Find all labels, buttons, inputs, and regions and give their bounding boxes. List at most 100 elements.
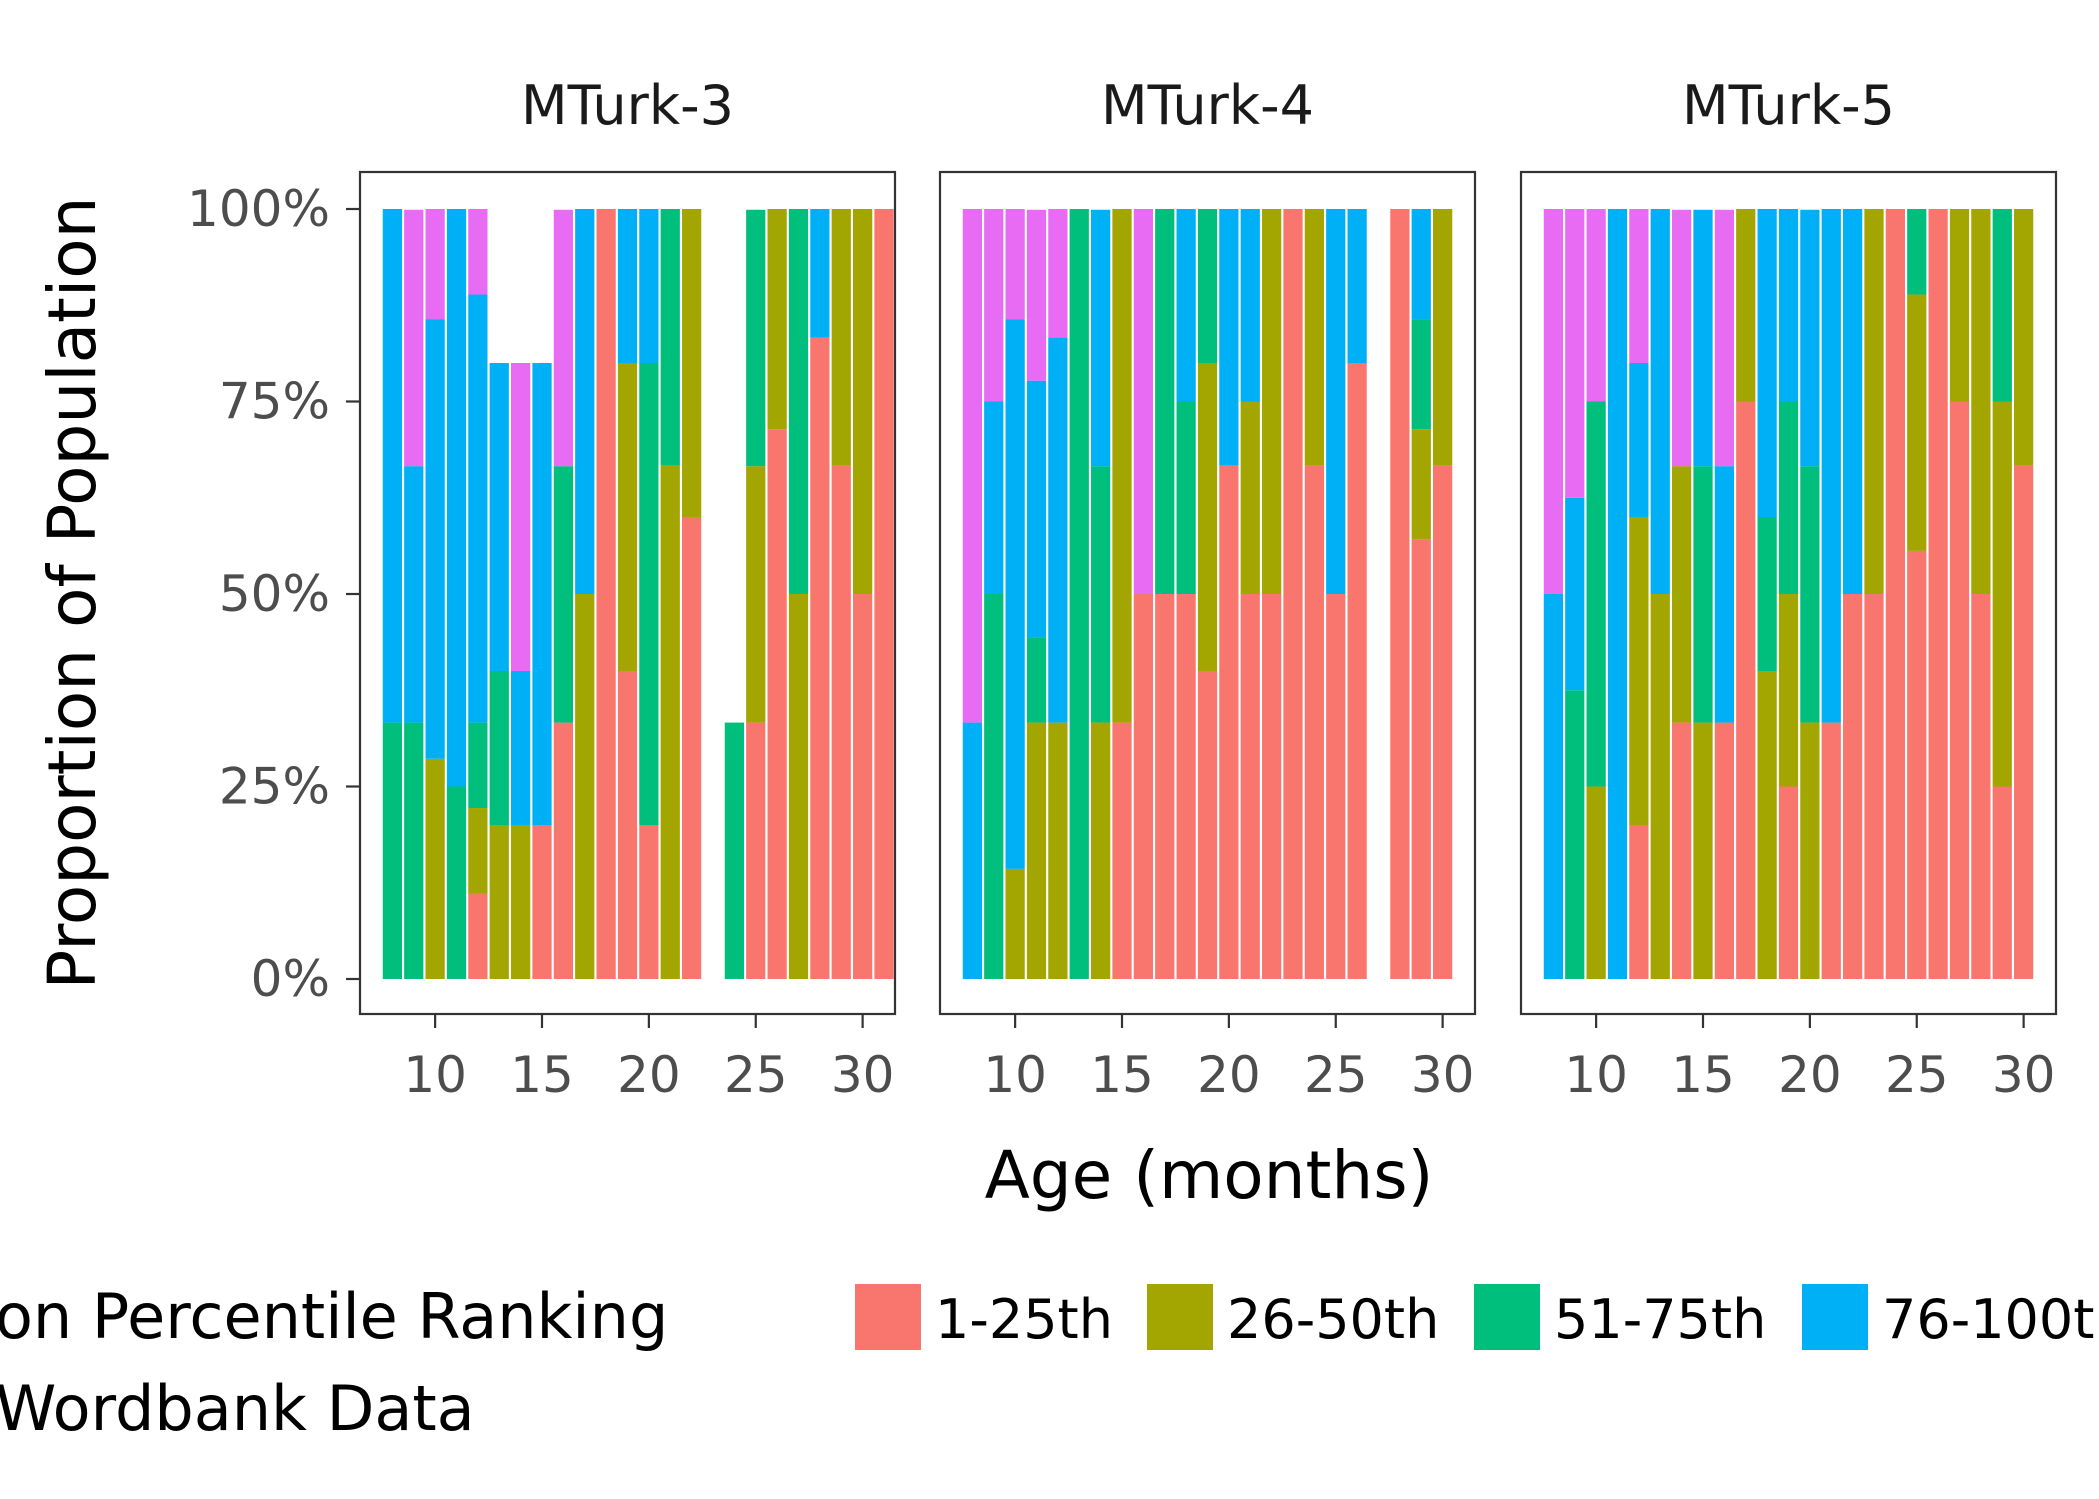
x-tick-label: 30	[831, 1046, 895, 1104]
bar-segment	[1091, 466, 1111, 723]
bar-segment	[1714, 466, 1734, 723]
bar-segment	[1026, 637, 1047, 723]
bar-segment	[1672, 466, 1692, 723]
bar-segment	[1543, 209, 1563, 594]
bar-segment	[1565, 209, 1585, 498]
legend-title-line-2: Wordbank Data	[0, 1372, 475, 1445]
bar-segment	[1778, 594, 1799, 787]
bar-segment	[1586, 209, 1606, 402]
panel-border	[1519, 170, 2058, 1016]
bar-segment	[1757, 209, 1777, 517]
bar-segment	[1629, 825, 1649, 979]
y-tick-label: 25%	[219, 758, 330, 816]
bar-segment	[1240, 594, 1260, 979]
bar-segment	[874, 209, 894, 979]
bar-segment	[575, 209, 595, 594]
x-tick-label: 10	[1564, 1046, 1628, 1104]
bar-segment	[984, 209, 1004, 402]
bar-segment	[1672, 209, 1692, 467]
bar-segment	[468, 294, 488, 723]
bar-segment	[617, 209, 638, 363]
y-tick-label: 100%	[187, 180, 330, 238]
legend-swatch	[1802, 1284, 1868, 1350]
bar-segment	[1714, 722, 1734, 979]
bar-segment	[1005, 209, 1025, 320]
bar-segment	[382, 722, 402, 979]
bar-segment	[1543, 594, 1563, 979]
x-tick-label: 20	[1197, 1046, 1261, 1104]
bar-segment	[404, 722, 424, 979]
bar-segment	[553, 466, 573, 723]
bar-segment	[1155, 209, 1175, 594]
legend-swatch	[1474, 1284, 1540, 1350]
bar-segment	[425, 758, 445, 979]
bar-segment	[1693, 722, 1713, 979]
bar-segment	[1262, 209, 1282, 594]
bar-segment	[596, 209, 616, 979]
y-tick-label: 50%	[219, 565, 330, 623]
facet-panel-3: MTurk-5 10 15 20 25 30	[1519, 74, 2058, 1104]
bar-segment	[1928, 209, 1948, 979]
bar-segment	[511, 671, 531, 825]
bar-segment	[1176, 209, 1196, 402]
bar-segment	[1607, 209, 1628, 979]
x-tick-label: 10	[403, 1046, 467, 1104]
bar-segment	[1048, 209, 1068, 338]
bar-segment	[1629, 363, 1649, 517]
bar-segment	[1821, 209, 1841, 723]
bar-segment	[788, 209, 809, 594]
facet-panel-1: MTurk-3 10 15 20 25 30 0% 25% 50% 75% 100%	[187, 74, 897, 1104]
legend-label: 76-100t	[1882, 1288, 2094, 1351]
bar-segment	[382, 209, 402, 723]
legend: on Percentile Ranking Wordbank Data 1-25…	[0, 1280, 2094, 1445]
bar-segment	[1326, 209, 1346, 594]
bar-segment	[446, 786, 467, 979]
legend-title-line-1: on Percentile Ranking	[0, 1280, 668, 1353]
bar-segment	[1133, 594, 1153, 979]
bar-segment	[1197, 209, 1218, 363]
bar-segment	[446, 209, 467, 787]
bar-segment	[1800, 209, 1820, 467]
bar-segment	[639, 209, 659, 363]
bar-segment	[1283, 209, 1303, 979]
facet-title: MTurk-3	[521, 74, 734, 137]
bar-segment	[1219, 209, 1239, 466]
bar-segment	[425, 319, 445, 759]
bar-segment	[1757, 671, 1777, 979]
bar-segment	[1026, 722, 1047, 979]
facet-panel-2: MTurk-4 10 15 20 25 30	[938, 74, 1477, 1104]
bar-segment	[617, 363, 638, 671]
x-tick-label: 25	[1304, 1046, 1368, 1104]
bar-segment	[1693, 466, 1713, 723]
bar-segment	[2014, 465, 2034, 979]
bar-segment	[468, 722, 488, 809]
bar-segment	[553, 722, 573, 979]
bar-segment	[1112, 209, 1132, 723]
bar-segment	[767, 429, 787, 980]
bar-segment	[1304, 209, 1324, 466]
bar-segment	[1800, 722, 1820, 979]
x-tick-label: 15	[510, 1046, 574, 1104]
bar-segment	[1586, 786, 1606, 979]
bar-segment	[1304, 465, 1324, 979]
bar-segment	[1091, 722, 1111, 979]
bar-segment	[1155, 594, 1175, 979]
bar-segment	[1843, 209, 1863, 594]
x-tick-label: 15	[1671, 1046, 1735, 1104]
facet-title: MTurk-4	[1101, 74, 1314, 137]
bar-segment	[1411, 319, 1431, 430]
bar-segment	[1714, 209, 1734, 467]
bar-segment	[468, 209, 488, 295]
y-tick-label: 75%	[219, 373, 330, 431]
bar-segment	[1262, 594, 1282, 979]
bar-segment	[425, 209, 445, 320]
bar-segment	[962, 209, 982, 723]
bar-segment	[1907, 294, 1927, 551]
bar-segment	[468, 893, 488, 979]
panel-border	[938, 170, 1477, 1016]
bar-segment	[1693, 209, 1713, 467]
x-tick-label: 25	[724, 1046, 788, 1104]
bar-segment	[1992, 401, 2012, 787]
bar-segment	[1971, 594, 1991, 979]
